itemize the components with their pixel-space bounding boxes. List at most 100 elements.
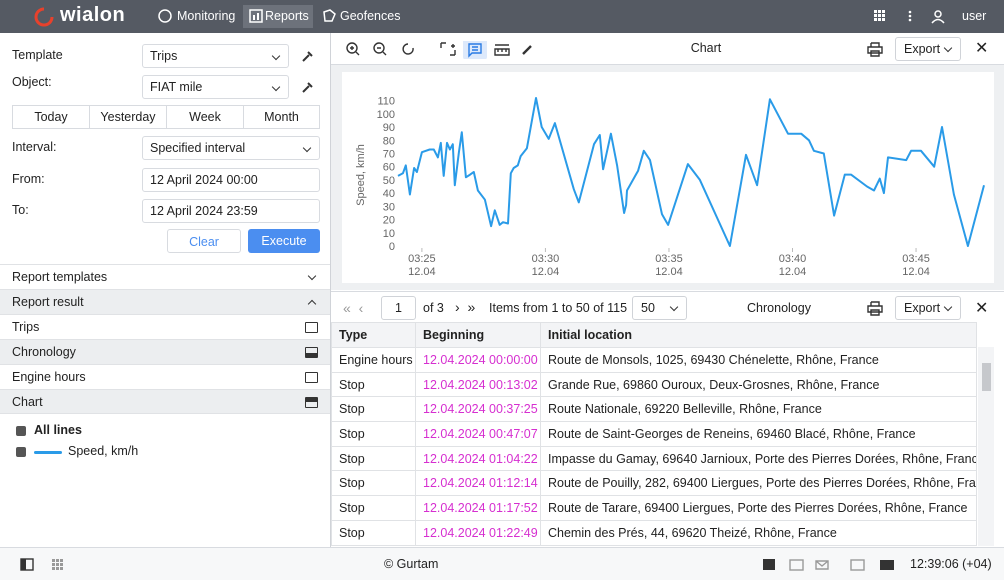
checkbox[interactable] [16, 426, 26, 436]
chart-tools[interactable] [345, 41, 545, 59]
to-label: To: [12, 203, 29, 217]
table-row: Stop 12.04.2024 00:13:02 Grande Rue, 69860… [331, 371, 977, 398]
result-name: Chart [12, 395, 43, 409]
status-icons[interactable] [762, 558, 902, 572]
nav-geofences[interactable]: Geofences [340, 9, 401, 23]
wrench-icons[interactable] [301, 49, 315, 99]
legend-label: Speed, km/h [68, 444, 139, 458]
from-label: From: [12, 172, 45, 186]
x-tick-label: 03:25 [408, 253, 436, 265]
table-cell: 12.04.2024 00:47:07 [415, 421, 541, 447]
scrollbar[interactable] [978, 347, 994, 546]
nav-icons [158, 9, 336, 23]
table-cell: 12.04.2024 01:22:49 [415, 519, 541, 546]
x-tick-date: 12.04 [779, 266, 807, 278]
table-row: Stop 12.04.2024 01:17:52 Route de Tarare, … [331, 495, 977, 521]
from-input[interactable]: 12 April 2024 00:00 [142, 168, 320, 192]
scroll-thumb[interactable] [982, 363, 991, 391]
y-tick-label: 20 [383, 215, 395, 227]
table-cell: Stop [331, 421, 416, 447]
close-icon[interactable]: ✕ [975, 40, 989, 57]
table-cell: 12.04.2024 00:00:00 [415, 347, 541, 373]
chart-panel-title: Chart [690, 41, 722, 55]
interval-select[interactable]: Specified interval [142, 136, 320, 160]
y-tick-label: 90 [383, 122, 395, 134]
export-button[interactable]: Export [895, 296, 961, 320]
x-tick-label: 03:30 [532, 253, 560, 265]
export-label: Export [904, 42, 941, 56]
copyright: © Gurtam [384, 557, 439, 571]
template-label: Template [12, 48, 63, 62]
user-name[interactable]: user [962, 9, 987, 23]
page-input[interactable]: 1 [381, 296, 416, 320]
checkbox[interactable] [16, 447, 26, 457]
column-header: Beginning [415, 322, 541, 348]
table-row: Stop 12.04.2024 01:22:49 Chemin des Prés, … [331, 519, 977, 546]
top-icons[interactable] [872, 9, 952, 25]
table-title: Chronology [747, 301, 811, 315]
period-month[interactable]: Month [243, 105, 320, 129]
result-chart[interactable]: Chart [0, 389, 330, 414]
y-axis-label: Speed, km/h [355, 144, 367, 206]
template-select[interactable]: Trips [142, 44, 289, 68]
footer-icons[interactable] [20, 558, 70, 572]
table-cell: Impasse du Gamay, 69640 Jarnioux, Porte … [540, 445, 977, 472]
print-icon[interactable] [867, 42, 883, 57]
table-cell: 12.04.2024 01:12:14 [415, 470, 541, 497]
nav-monitoring[interactable]: Monitoring [177, 9, 236, 23]
clear-button[interactable]: Clear [167, 229, 241, 253]
period-yesterday[interactable]: Yesterday [89, 105, 167, 129]
table-cell: Stop [331, 371, 416, 398]
table-cell: 12.04.2024 01:04:22 [415, 445, 541, 472]
result-chronology[interactable]: Chronology [0, 339, 330, 364]
per-page: 50 [641, 301, 655, 315]
report-templates-row[interactable]: Report templates [0, 264, 330, 289]
execute-button[interactable]: Execute [248, 229, 320, 253]
object-select[interactable]: FIAT mile [142, 75, 289, 99]
to-input[interactable]: 12 April 2024 23:59 [142, 199, 320, 223]
report-result-row[interactable]: Report result [0, 289, 330, 314]
close-icon[interactable]: ✕ [975, 300, 989, 317]
next-last[interactable]: › » [455, 299, 476, 315]
table-cell: Engine hours [331, 347, 416, 373]
table-cell: Route de Monsols, 1025, 69430 Chénelette… [540, 347, 977, 373]
x-tick-date: 12.04 [408, 266, 436, 278]
result-trips[interactable]: Trips [0, 314, 330, 339]
y-tick-label: 70 [383, 148, 395, 160]
column-header: Type [331, 322, 416, 348]
legend-swatch [34, 451, 62, 454]
y-tick-label: 50 [383, 175, 395, 187]
table-cell: Route de Saint-Georges de Reneins, 69460… [540, 421, 977, 447]
print-icon[interactable] [867, 301, 883, 316]
table-row: Engine hours 12.04.2024 00:00:00 Route de … [331, 347, 977, 373]
all-lines: All lines [34, 423, 82, 437]
period-week[interactable]: Week [166, 105, 244, 129]
y-tick-label: 60 [383, 162, 395, 174]
y-tick-label: 100 [377, 109, 395, 121]
table-cell: Route de Pouilly, 282, 69400 Liergues, P… [540, 470, 977, 497]
object-value: FIAT mile [150, 80, 203, 94]
result-engine-hours[interactable]: Engine hours [0, 364, 330, 389]
table-row: Stop 12.04.2024 01:04:22 Impasse du Gamay,… [331, 445, 977, 472]
table-row: Stop 12.04.2024 01:12:14 Route de Pouilly,… [331, 470, 977, 497]
y-tick-label: 0 [389, 241, 395, 253]
x-tick-date: 12.04 [655, 266, 683, 278]
export-button[interactable]: Export [895, 37, 961, 61]
x-tick-label: 03:45 [902, 253, 930, 265]
export-label: Export [904, 301, 941, 315]
template-value: Trips [150, 49, 178, 63]
left-panel: Template Trips Object: FIAT mile Today Y… [0, 33, 331, 547]
result-name: Engine hours [12, 370, 86, 384]
interval-value: Specified interval [150, 141, 246, 155]
first-prev[interactable]: « ‹ [343, 300, 364, 316]
per-page-select[interactable]: 50 [632, 296, 687, 320]
table-cell: Stop [331, 470, 416, 497]
period-today[interactable]: Today [12, 105, 90, 129]
table-cell: Stop [331, 495, 416, 521]
table-cell: 12.04.2024 01:17:52 [415, 495, 541, 521]
top-bar: wialon Monitoring Reports Geofences user [0, 0, 1004, 33]
column-header: Initial location [540, 322, 977, 348]
y-tick-label: 110 [377, 96, 395, 108]
logo-icon [34, 7, 54, 27]
object-label: Object: [12, 75, 52, 89]
